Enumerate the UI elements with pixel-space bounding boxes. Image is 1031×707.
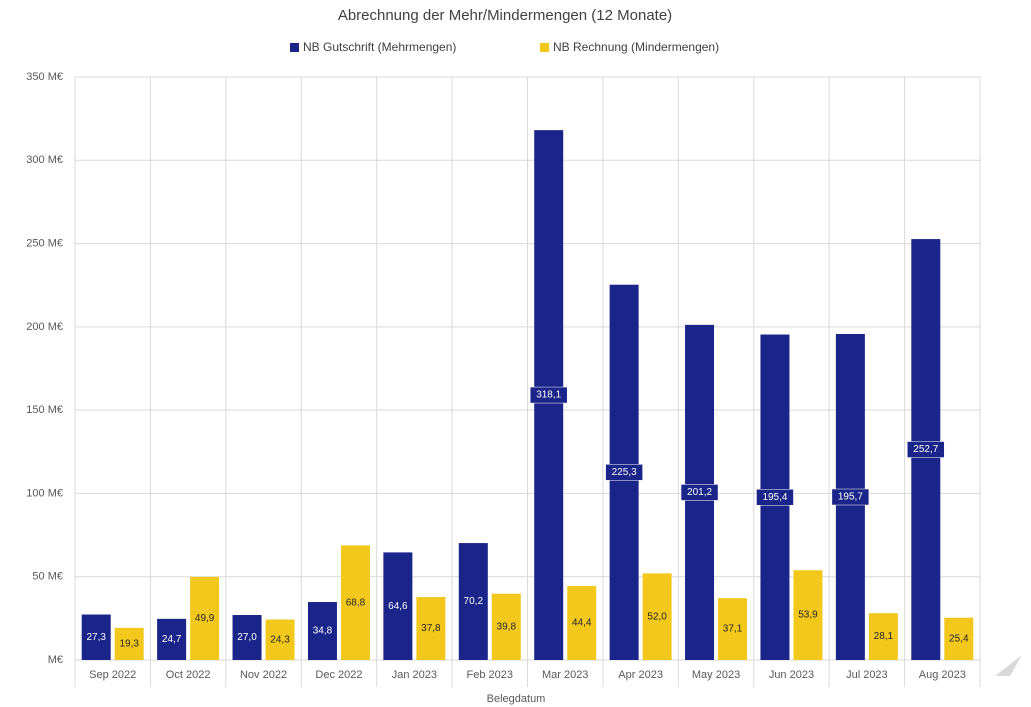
x-tick-label: Apr 2023	[618, 669, 663, 681]
value-label: 201,2	[687, 487, 712, 498]
x-tick-label: May 2023	[692, 669, 740, 681]
value-label: 64,6	[388, 601, 408, 612]
value-label: 49,9	[195, 613, 215, 624]
bar	[81, 614, 111, 660]
y-tick-label: 100 M€	[26, 487, 63, 499]
bar	[567, 586, 597, 660]
value-label: 37,1	[723, 624, 743, 635]
bar	[307, 602, 337, 660]
bar	[416, 597, 446, 660]
bar	[190, 576, 220, 660]
bar	[232, 615, 262, 660]
x-axis-label: Belegdatum	[487, 693, 546, 705]
y-tick-label: 350 M€	[26, 71, 63, 83]
value-label: 37,8	[421, 623, 441, 634]
x-tick-label: Dec 2022	[315, 669, 362, 681]
bar	[718, 598, 748, 660]
value-label: 52,0	[647, 611, 667, 622]
value-label: 53,9	[798, 610, 818, 621]
value-label-box	[680, 484, 719, 501]
value-label: 19,3	[119, 639, 139, 650]
x-tick-label: Oct 2022	[166, 669, 211, 681]
x-tick-label: Jan 2023	[392, 669, 437, 681]
value-label: 68,8	[346, 597, 366, 608]
value-label-box	[756, 489, 794, 506]
y-tick-label: 150 M€	[26, 404, 63, 416]
legend-label: NB Gutschrift (Mehrmengen)	[303, 40, 456, 54]
value-label-box	[907, 441, 945, 458]
value-label: 27,3	[86, 632, 106, 643]
bar	[868, 613, 898, 660]
value-label: 44,4	[572, 618, 592, 629]
y-tick-label: 300 M€	[26, 154, 63, 166]
bar	[458, 543, 488, 660]
y-tick-label: 250 M€	[26, 237, 63, 249]
bar	[383, 552, 413, 660]
value-label: 27,0	[237, 632, 257, 643]
x-tick-label: Feb 2023	[467, 669, 513, 681]
legend-swatch	[540, 43, 549, 52]
y-tick-label: 200 M€	[26, 321, 63, 333]
bar	[793, 570, 823, 660]
x-tick-label: Nov 2022	[240, 669, 287, 681]
value-label: 252,7	[913, 444, 938, 455]
bar	[642, 573, 672, 660]
y-tick-label: 50 M€	[32, 571, 63, 583]
value-label: 24,7	[162, 634, 182, 645]
value-label-box	[831, 488, 870, 506]
value-label: 24,3	[270, 634, 290, 645]
value-label-box	[605, 464, 643, 481]
x-tick-label: Jul 2023	[846, 669, 888, 681]
bar	[491, 593, 521, 660]
bar	[114, 627, 144, 660]
y-tick-label: M€	[48, 654, 63, 666]
x-tick-label: Mar 2023	[542, 669, 588, 681]
value-label-box	[529, 386, 568, 404]
legend-label: NB Rechnung (Mindermengen)	[553, 40, 719, 54]
x-tick-label: Jun 2023	[769, 669, 814, 681]
legend-swatch	[290, 43, 299, 52]
x-tick-label: Aug 2023	[919, 669, 966, 681]
corner-decoration	[995, 655, 1022, 676]
x-tick-label: Sep 2022	[89, 669, 136, 681]
value-label: 225,3	[612, 467, 637, 478]
bar	[265, 619, 295, 660]
value-label: 195,4	[762, 492, 787, 503]
value-label: 25,4	[949, 633, 969, 644]
value-label: 39,8	[497, 621, 517, 632]
bar	[340, 545, 370, 660]
value-label: 195,7	[838, 492, 863, 503]
value-label: 318,1	[536, 390, 561, 401]
value-label: 34,8	[313, 626, 333, 637]
chart-title: Abrechnung der Mehr/Mindermengen (12 Mon…	[338, 7, 672, 24]
value-label: 28,1	[874, 631, 894, 642]
bar	[157, 618, 187, 660]
value-label: 70,2	[464, 596, 484, 607]
bar	[944, 617, 974, 660]
